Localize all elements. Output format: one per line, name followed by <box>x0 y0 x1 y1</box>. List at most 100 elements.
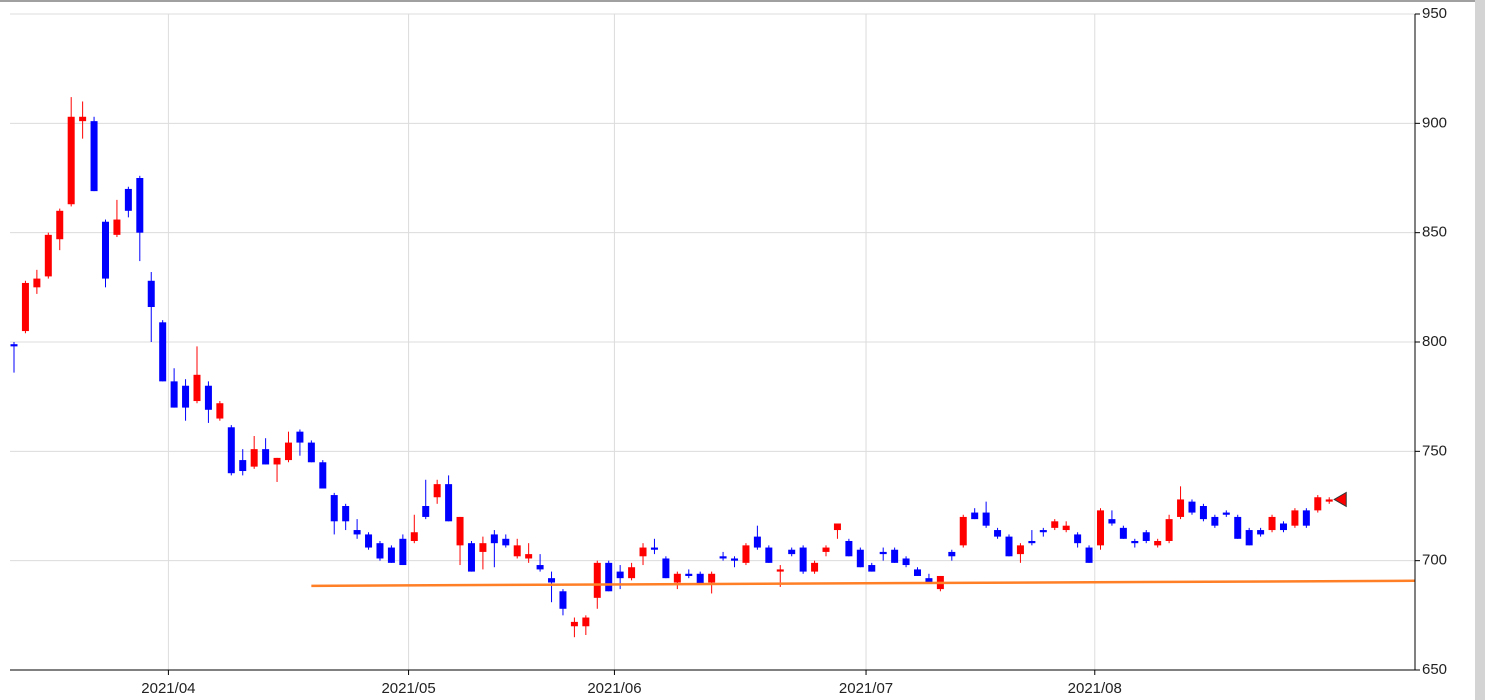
candle-body <box>616 571 624 579</box>
candle-body <box>982 512 990 526</box>
candle-body <box>204 385 212 410</box>
candle-body <box>502 538 510 546</box>
candle-body <box>1188 501 1196 513</box>
candle-body <box>124 188 132 211</box>
candle-body <box>21 282 29 332</box>
candle-body <box>467 543 475 572</box>
candle-body <box>719 556 727 559</box>
candle-body <box>101 221 109 279</box>
candle-body <box>811 562 819 572</box>
candle-body <box>1074 534 1082 544</box>
candle-body <box>685 573 693 576</box>
candle-body <box>1016 545 1024 555</box>
candle-body <box>1177 499 1185 517</box>
candle-body <box>1131 540 1139 544</box>
candle-body <box>262 449 270 465</box>
trend-line <box>311 579 1416 588</box>
candle-body <box>1268 516 1276 531</box>
candle-body <box>513 545 521 557</box>
candle-body <box>182 385 190 408</box>
candle-body <box>959 516 967 546</box>
candle-body <box>216 403 224 419</box>
candle-body <box>1119 527 1127 539</box>
candle-body <box>67 116 75 205</box>
candle-body <box>376 543 384 559</box>
candle-body <box>113 219 121 235</box>
candle-body <box>410 532 418 541</box>
candle-body <box>433 484 441 498</box>
candle-body <box>147 280 155 308</box>
candle-body <box>628 567 636 579</box>
candle-body <box>776 569 784 572</box>
candle-body <box>10 344 18 347</box>
candle-body <box>1085 547 1093 563</box>
candle-body <box>856 549 864 568</box>
candle-body <box>570 621 578 627</box>
candle-body <box>479 543 487 552</box>
candle-body <box>731 558 739 561</box>
candle-body <box>1234 516 1242 539</box>
candle-body <box>914 569 922 576</box>
candle-body <box>56 210 64 240</box>
candle-body <box>1314 497 1322 511</box>
candle-body <box>845 540 853 557</box>
y-tick-label: 650 <box>1422 661 1447 678</box>
candle-body <box>284 442 292 461</box>
candle-body <box>387 547 395 563</box>
candle-body <box>342 506 350 522</box>
y-tick-label: 800 <box>1422 333 1447 350</box>
candle-body <box>445 484 453 522</box>
candle-body <box>33 278 41 288</box>
candle-body <box>422 506 430 517</box>
candle-body <box>765 547 773 563</box>
y-tick-label: 750 <box>1422 442 1447 459</box>
x-tick-label: 2021/07 <box>839 680 893 697</box>
candle-body <box>227 427 235 474</box>
x-tick-label: 2021/04 <box>141 680 195 697</box>
candle-body <box>456 516 464 546</box>
candle-body <box>971 512 979 520</box>
candle-body <box>319 462 327 489</box>
candle-body <box>1257 530 1265 535</box>
candle-body <box>696 573 704 585</box>
x-tick-label: 2021/05 <box>381 680 435 697</box>
candle-body <box>891 549 899 563</box>
candle-body <box>548 578 556 583</box>
x-tick-label: 2021/06 <box>587 680 641 697</box>
y-tick-label: 900 <box>1422 114 1447 131</box>
candle-body <box>296 431 304 443</box>
candle-body <box>1005 536 1013 557</box>
candle-body <box>582 617 590 627</box>
candle-body <box>833 523 841 531</box>
candle-body <box>307 442 315 463</box>
candle-body <box>353 530 361 535</box>
candle-body <box>994 530 1002 537</box>
candle-body <box>399 538 407 566</box>
candle-body <box>799 547 807 572</box>
candle-body <box>708 573 716 583</box>
candle-body <box>1199 506 1207 520</box>
candle-body <box>1096 510 1104 546</box>
candle-body <box>753 536 761 548</box>
candle-body <box>605 562 613 592</box>
candle-body <box>490 534 498 544</box>
candle-body <box>1142 532 1150 541</box>
candle-body <box>662 558 670 579</box>
candle-body <box>273 457 281 465</box>
candle-body <box>239 460 247 472</box>
scrollbar <box>1475 0 1485 700</box>
candle-body <box>1039 530 1047 533</box>
candle-body <box>79 116 87 122</box>
candle-body <box>525 554 533 559</box>
x-tick-label: 2021/08 <box>1068 680 1122 697</box>
y-tick-label: 700 <box>1422 552 1447 569</box>
candle-body <box>1302 510 1310 526</box>
candle-body <box>879 551 887 555</box>
candle-body <box>330 495 338 522</box>
candle-body <box>1222 512 1230 515</box>
candle-body <box>868 565 876 572</box>
candle-body <box>1291 510 1299 526</box>
candle-body <box>593 562 601 598</box>
candle-body <box>902 558 910 566</box>
